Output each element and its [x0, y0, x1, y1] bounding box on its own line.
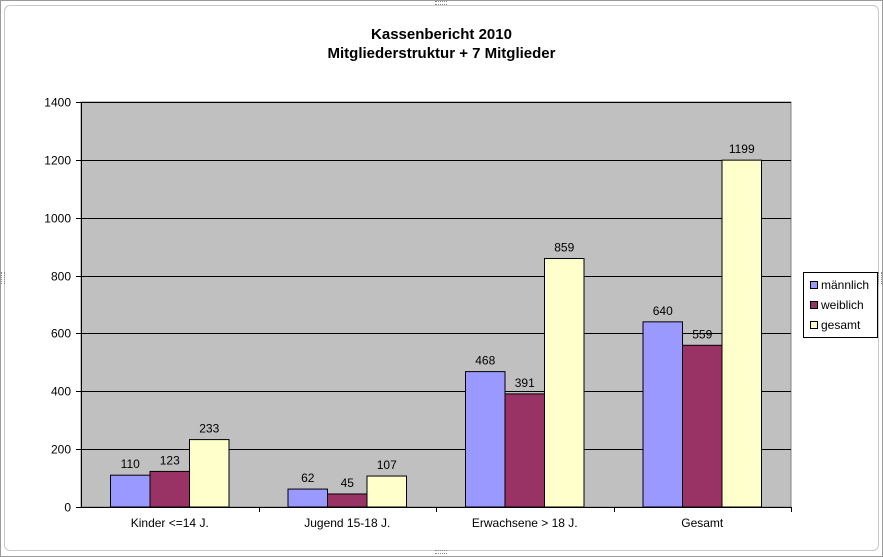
legend-label-weiblich: weiblich — [821, 298, 864, 312]
data-label: 62 — [301, 471, 315, 485]
x-tick-label: Jugend 15-18 J. — [304, 516, 390, 530]
legend-swatch-gesamt — [810, 320, 818, 329]
x-tick-label: Kinder <=14 J. — [131, 516, 209, 530]
bar-gesamt-0 — [189, 439, 230, 508]
legend-item-maennlich: männlich — [810, 277, 869, 293]
data-label: 640 — [653, 304, 673, 318]
bar-weiblich-3 — [682, 344, 723, 508]
y-tick-label: 400 — [51, 385, 71, 399]
legend: männlich weiblich gesamt — [803, 272, 878, 338]
y-tick-label: 200 — [51, 443, 71, 457]
y-tick-label: 1400 — [44, 96, 71, 110]
bar-gesamt-2 — [544, 258, 585, 508]
y-tick-label: 800 — [51, 270, 71, 284]
data-label: 107 — [377, 458, 397, 472]
bar-weiblich-0 — [149, 470, 190, 508]
y-tick-label: 0 — [64, 501, 71, 515]
bar-weiblich-1 — [327, 493, 368, 508]
bar-männlich-0 — [110, 474, 151, 508]
legend-item-weiblich: weiblich — [810, 297, 864, 313]
bar-gesamt-1 — [366, 475, 407, 508]
data-label: 468 — [475, 354, 495, 368]
bar-männlich-1 — [287, 488, 328, 508]
data-label: 559 — [692, 327, 712, 341]
bar-gesamt-3 — [721, 159, 762, 508]
legend-label-gesamt: gesamt — [821, 318, 861, 332]
legend-swatch-maennlich — [810, 280, 818, 289]
data-label: 233 — [199, 422, 219, 436]
data-label: 391 — [515, 376, 535, 390]
resize-handle-left[interactable] — [1, 272, 5, 284]
resize-handle-right[interactable] — [878, 272, 882, 284]
bar-männlich-2 — [465, 371, 506, 508]
data-label: 859 — [554, 241, 574, 255]
legend-label-maennlich: männlich — [821, 278, 870, 292]
x-tick-label: Erwachsene > 18 J. — [472, 516, 578, 530]
y-tick-label: 600 — [51, 327, 71, 341]
chart-subtitle: Mitgliederstruktur + 7 Mitglieder — [327, 45, 556, 62]
resize-handle-top[interactable] — [435, 1, 447, 5]
x-tick-label: Gesamt — [681, 516, 724, 530]
data-label: 110 — [121, 457, 140, 471]
bar-männlich-3 — [642, 321, 683, 508]
data-label: 1199 — [729, 142, 755, 156]
bar-weiblich-2 — [504, 393, 545, 508]
legend-swatch-weiblich — [810, 300, 818, 309]
y-tick-label: 1200 — [44, 154, 71, 168]
resize-handle-bottom[interactable] — [435, 550, 447, 554]
legend-item-gesamt: gesamt — [810, 317, 860, 333]
data-label: 123 — [160, 453, 180, 467]
data-label: 45 — [341, 476, 355, 490]
chart-title: Kassenbericht 2010 — [371, 26, 512, 43]
y-tick-label: 1000 — [44, 212, 71, 226]
